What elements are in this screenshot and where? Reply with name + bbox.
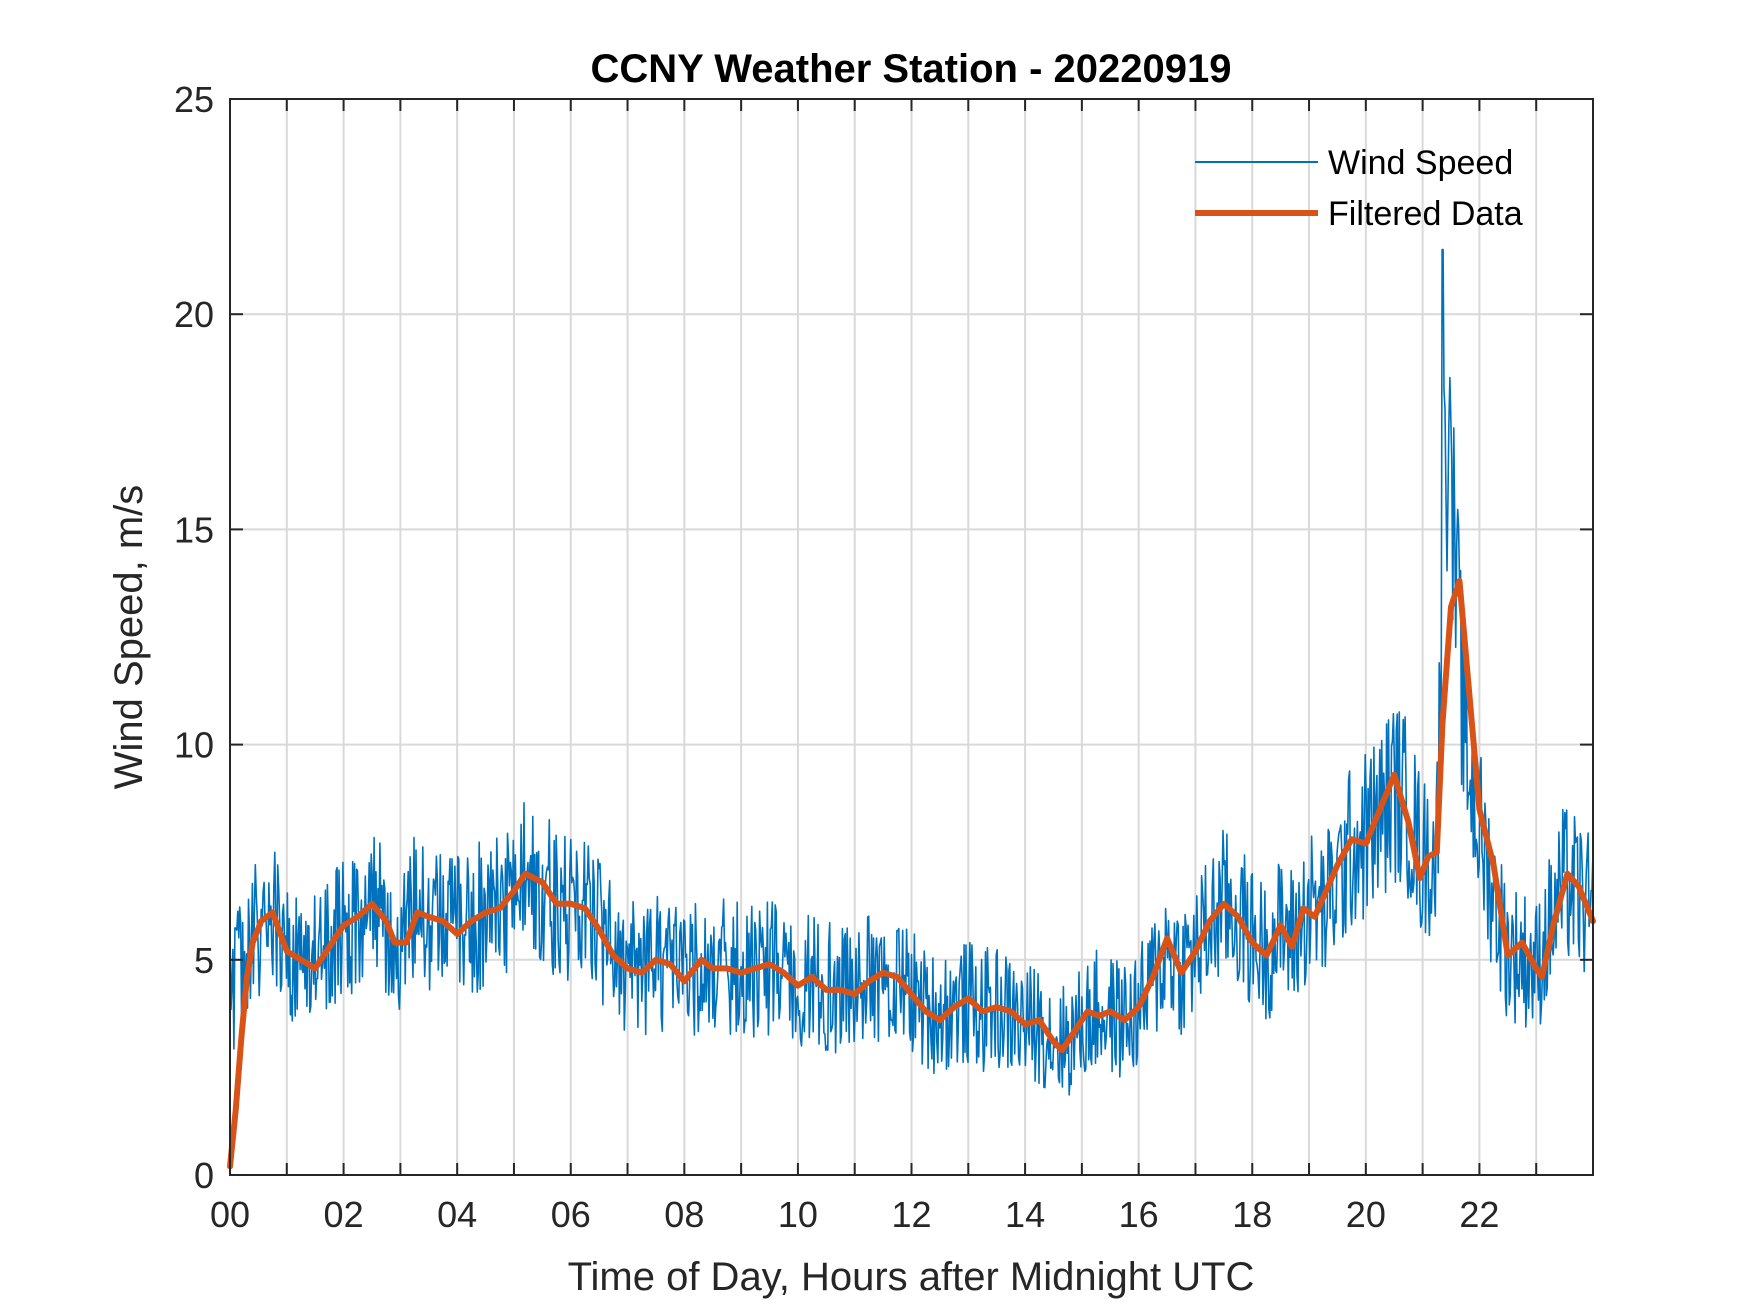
x-tick-label: 02 (324, 1194, 364, 1235)
chart-title: CCNY Weather Station - 20220919 (591, 47, 1232, 91)
x-tick-label: 04 (437, 1194, 477, 1235)
legend-label-wind-speed: Wind Speed (1328, 144, 1513, 182)
y-tick-label: 15 (174, 509, 214, 550)
tick-labels: 00 02 04 06 08 10 12 14 16 18 20 22 0 5 10 15 20 25 (174, 79, 1499, 1235)
x-tick-label: 00 (210, 1194, 250, 1235)
x-tick-label: 12 (891, 1194, 931, 1235)
x-tick-label: 20 (1346, 1194, 1386, 1235)
x-tick-label: 10 (778, 1194, 818, 1235)
grid-lines (230, 99, 1593, 1175)
legend: Wind Speed Filtered Data (1195, 144, 1523, 233)
series-line-wind-speed (229, 248, 1594, 1096)
x-tick-label: 08 (664, 1194, 704, 1235)
x-tick-label: 06 (551, 1194, 591, 1235)
x-tick-label: 22 (1459, 1194, 1499, 1235)
y-tick-label: 5 (194, 940, 214, 981)
y-tick-label: 25 (174, 79, 214, 120)
series-line-filtered-data (227, 578, 1596, 1170)
legend-label-filtered-data: Filtered Data (1328, 195, 1523, 233)
x-tick-label: 14 (1005, 1194, 1045, 1235)
x-tick-label: 18 (1232, 1194, 1272, 1235)
tick-marks (230, 98, 1593, 1176)
y-tick-label: 20 (174, 294, 214, 335)
y-tick-label: 10 (174, 725, 214, 766)
x-tick-label: 16 (1119, 1194, 1159, 1235)
series-layer (227, 248, 1596, 1170)
y-axis-label: Wind Speed, m/s (107, 485, 151, 790)
y-tick-label: 0 (194, 1155, 214, 1196)
x-axis-label: Time of Day, Hours after Midnight UTC (568, 1255, 1255, 1299)
